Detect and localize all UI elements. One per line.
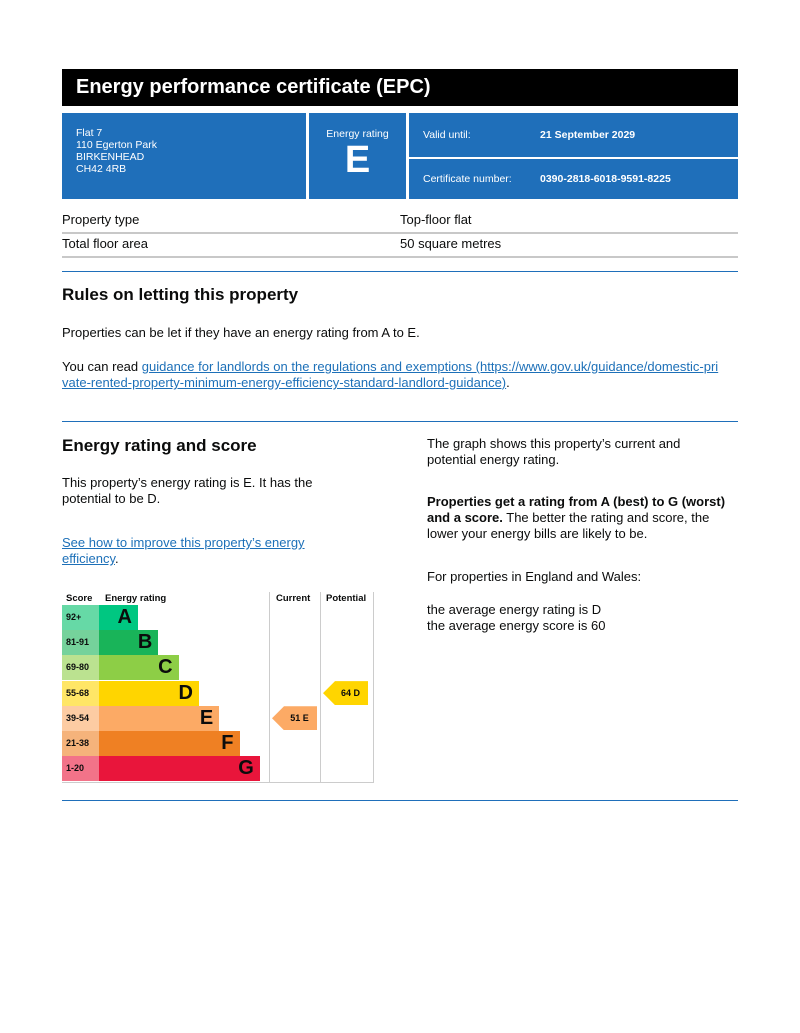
band-score-g: 1-20: [62, 756, 99, 782]
england-wales-text: For properties in England and Wales:: [427, 569, 642, 584]
improve-efficiency-link[interactable]: See how to improve this property’s energ…: [62, 535, 305, 566]
valid-until-box: Valid until: 21 September 2029: [409, 113, 738, 157]
address-line: Flat 7: [76, 127, 103, 139]
band-bar-f: F: [99, 731, 240, 756]
address-line: 110 Egerton Park: [76, 139, 157, 151]
header-energy-rating: Energy rating: [105, 593, 167, 604]
band-bar-b: B: [99, 630, 159, 656]
average-rating-text: the average energy rating is D: [427, 602, 602, 617]
energy-rating-chart: Score Energy rating Current Potential 92…: [62, 592, 374, 783]
header-current: Current: [276, 593, 311, 604]
divider: [62, 421, 738, 422]
column-divider: [269, 592, 270, 782]
energy-rating-box: Energy rating E: [309, 113, 406, 199]
address-line: BIRKENHEAD: [76, 151, 145, 163]
valid-until-label: Valid until:: [423, 129, 471, 141]
band-bar-e: E: [99, 705, 220, 731]
guidance-link[interactable]: guidance for landlords on the regulation…: [62, 359, 719, 390]
current-rating-arrow: 51 E: [272, 706, 317, 731]
header-score: Score: [66, 593, 93, 604]
text: You can read: [62, 359, 142, 374]
row-value: Top-floor flat: [400, 212, 472, 227]
energy-rating-value: E: [344, 139, 371, 181]
property-type-row: Property type Top-floor flat: [62, 208, 738, 234]
graph-explanation: The graph shows this property’s current …: [427, 436, 681, 467]
band-score-c: 69-80: [62, 655, 99, 681]
improve-paragraph: See how to improve this property’s energ…: [62, 535, 332, 567]
rating-explanation: Properties get a rating from A (best) to…: [427, 494, 739, 542]
text: The better the rating and score, the low…: [427, 510, 710, 541]
band-bar-d: D: [99, 680, 199, 706]
band-score-f: 21-38: [62, 731, 99, 756]
row-value: 50 square metres: [400, 236, 502, 251]
certificate-number-label: Certificate number:: [423, 173, 512, 185]
floor-area-row: Total floor area 50 square metres: [62, 232, 738, 258]
page-title: Energy performance certificate (EPC): [62, 69, 738, 106]
band-score-a: 92+: [62, 605, 99, 630]
rules-guidance-text: You can read guidance for landlords on t…: [62, 359, 722, 391]
text: .: [115, 551, 119, 566]
rating-text: This property’s energy rating is E. It h…: [62, 475, 313, 506]
rules-heading: Rules on letting this property: [62, 285, 299, 304]
band-score-b: 81-91: [62, 630, 99, 656]
rating-heading: Energy rating and score: [62, 436, 257, 455]
band-bar-a: A: [99, 605, 138, 630]
column-divider: [320, 592, 321, 782]
certificate-number-value: 0390-2818-6018-9591-8225: [540, 173, 671, 185]
row-label: Total floor area: [62, 236, 148, 251]
bold-text: Properties get a rating from A (best) to…: [427, 494, 726, 525]
certificate-number-box: Certificate number: 0390-2818-6018-9591-…: [409, 159, 738, 199]
divider: [62, 800, 738, 801]
energy-rating-label: Energy rating: [326, 128, 389, 140]
row-label: Property type: [62, 212, 140, 227]
divider: [62, 271, 738, 272]
band-score-d: 55-68: [62, 680, 99, 706]
rules-text: Properties can be let if they have an en…: [62, 325, 420, 340]
band-bar-g: G: [99, 756, 260, 782]
average-score-text: the average energy score is 60: [427, 618, 606, 633]
potential-rating-arrow: 64 D: [323, 681, 368, 706]
address-line: CH42 4RB: [76, 163, 127, 175]
valid-until-value: 21 September 2029: [540, 129, 636, 141]
band-score-e: 39-54: [62, 705, 99, 731]
text: .: [506, 375, 510, 390]
property-address: Flat 7 110 Egerton Park BIRKENHEAD CH42 …: [62, 113, 306, 199]
header-potential: Potential: [326, 593, 367, 604]
band-bar-c: C: [99, 655, 179, 681]
